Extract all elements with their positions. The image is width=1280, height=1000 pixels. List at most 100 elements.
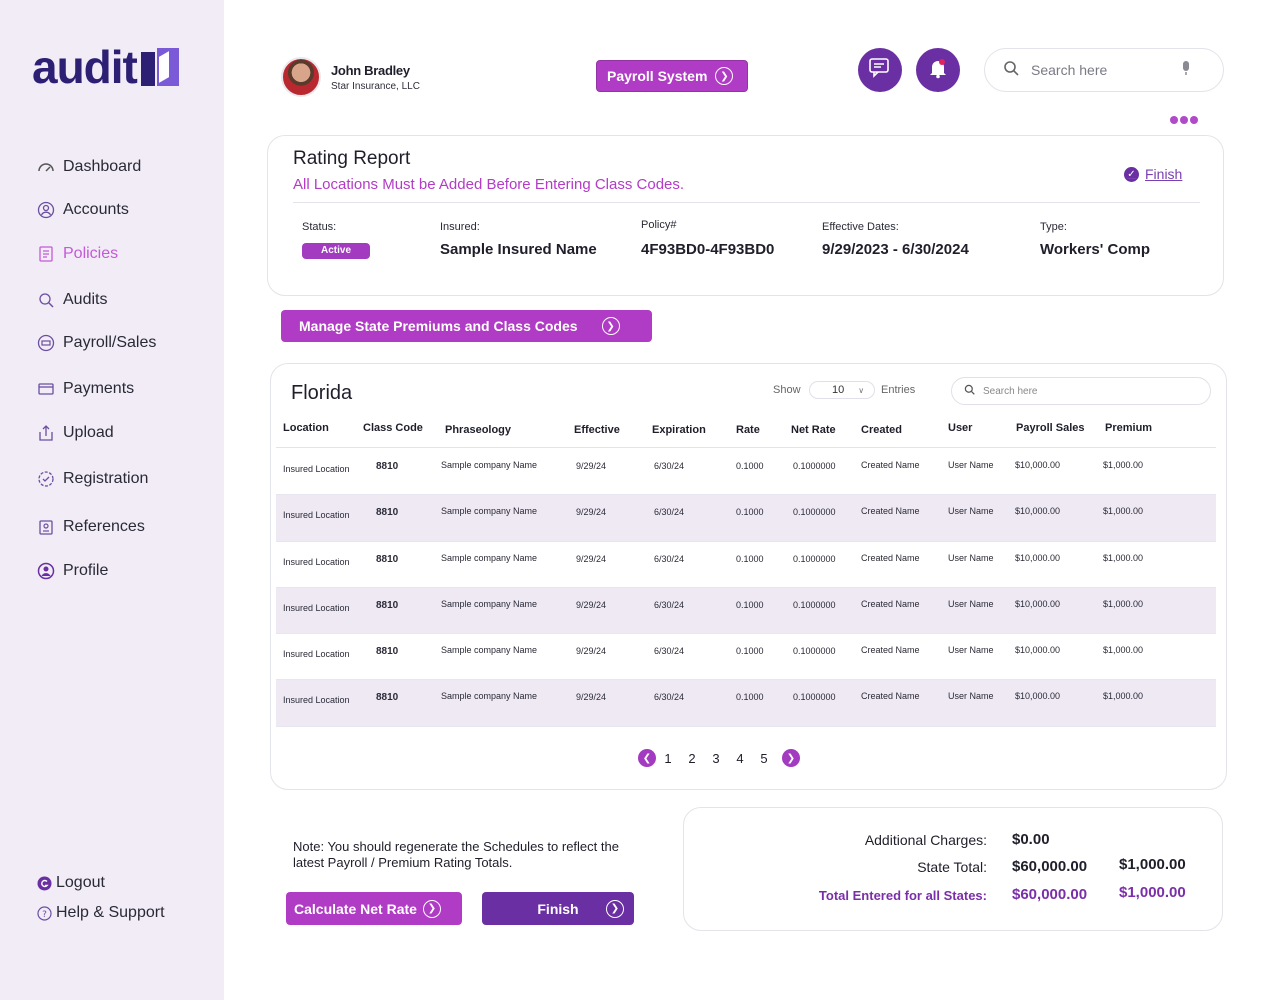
search-input[interactable] bbox=[1031, 62, 1181, 78]
table-cell: Sample company Name bbox=[441, 506, 538, 517]
sidebar-item-label: Policies bbox=[63, 245, 119, 262]
table-cell: $1,000.00 bbox=[1103, 552, 1144, 563]
insured-field: Insured: Sample Insured Name bbox=[440, 221, 597, 258]
entries-select[interactable]: 10 ∨ bbox=[809, 381, 875, 399]
table-cell: 8810 bbox=[376, 599, 399, 611]
user-profile[interactable]: John Bradley Star Insurance, LLC bbox=[281, 57, 420, 97]
table-cell: $1,000.00 bbox=[1103, 460, 1144, 470]
table-cell: 9/29/24 bbox=[576, 692, 607, 703]
table-cell: Insured Location bbox=[283, 556, 350, 567]
sidebar-item-policies[interactable]: Policies bbox=[36, 243, 118, 265]
table-cell: 6/30/24 bbox=[654, 553, 685, 564]
sidebar: audit Dashboard Accounts Policies Audits… bbox=[0, 0, 224, 1000]
column-header[interactable]: Premium bbox=[1105, 422, 1153, 434]
upload-icon bbox=[36, 423, 56, 443]
table-cell: 6/30/24 bbox=[654, 692, 685, 703]
table-row[interactable]: Insured Location 8810 Sample company Name 9… bbox=[276, 587, 1216, 635]
finish-button[interactable]: Finish ❯ bbox=[482, 892, 634, 925]
sidebar-item-accounts[interactable]: Accounts bbox=[36, 199, 129, 221]
table-row[interactable]: Insured Location 8810 Sample company Name 9… bbox=[276, 495, 1216, 542]
state-total-premium: $1,000.00 bbox=[1119, 856, 1186, 873]
table-row[interactable]: Insured Location 8810 Sample company Name 9… bbox=[276, 634, 1216, 681]
table-cell: Insured Location bbox=[283, 464, 350, 474]
table-row[interactable]: Insured Location 8810 Sample company Name 9… bbox=[276, 680, 1216, 727]
finish-link[interactable]: ✓ Finish bbox=[1124, 166, 1182, 182]
insured-label: Insured: bbox=[440, 221, 480, 233]
search-icon bbox=[1003, 60, 1019, 81]
table-row[interactable]: Insured Location 8810 Sample company Name 9… bbox=[276, 542, 1216, 588]
additional-charges-label: Additional Charges: bbox=[864, 832, 987, 848]
sidebar-item-upload[interactable]: Upload bbox=[36, 422, 114, 444]
table-cell: $10,000.00 bbox=[1015, 598, 1061, 609]
policy-label: Policy# bbox=[641, 219, 677, 231]
messages-button[interactable] bbox=[858, 48, 902, 92]
dates-field: Effective Dates: 9/29/2023 - 6/30/2024 bbox=[822, 221, 969, 258]
notifications-button[interactable] bbox=[916, 48, 960, 92]
table-cell: 0.1000 bbox=[736, 553, 764, 564]
sidebar-item-dashboard[interactable]: Dashboard bbox=[36, 156, 141, 178]
page-number[interactable]: 5 bbox=[760, 750, 768, 766]
column-header[interactable]: Class Code bbox=[363, 422, 423, 434]
column-header[interactable]: Location bbox=[283, 422, 329, 434]
page-number[interactable]: 3 bbox=[712, 750, 720, 766]
table-search[interactable] bbox=[951, 377, 1211, 405]
search-icon bbox=[964, 382, 975, 400]
table-cell: User Name bbox=[948, 552, 994, 563]
table-cell: $1,000.00 bbox=[1103, 506, 1144, 517]
page-number[interactable]: 2 bbox=[688, 750, 696, 766]
table-search-input[interactable] bbox=[983, 385, 1183, 397]
sidebar-item-audits[interactable]: Audits bbox=[36, 289, 107, 311]
microphone-icon[interactable] bbox=[1181, 60, 1191, 81]
chevron-right-icon: ❯ bbox=[715, 67, 734, 85]
sidebar-item-profile[interactable]: Profile bbox=[36, 560, 108, 582]
table-cell: 9/29/24 bbox=[576, 553, 607, 564]
table-cell: 6/30/24 bbox=[654, 461, 685, 471]
sidebar-item-label: References bbox=[63, 518, 145, 535]
state-title: Florida bbox=[291, 382, 353, 404]
column-header[interactable]: Phraseology bbox=[445, 424, 512, 436]
column-header[interactable]: Expiration bbox=[652, 424, 706, 436]
help-support-button[interactable]: ? Help & Support bbox=[36, 902, 165, 924]
table-cell: 0.1000000 bbox=[793, 599, 836, 610]
chevron-right-icon[interactable]: ❯ bbox=[782, 749, 800, 767]
calculate-net-rate-button[interactable]: Calculate Net Rate ❯ bbox=[286, 892, 462, 925]
page-number[interactable]: 4 bbox=[736, 750, 744, 766]
column-header[interactable]: User bbox=[948, 422, 973, 434]
state-table-card: Florida Show 10 ∨ Entries Location Class… bbox=[270, 363, 1227, 790]
table-cell: User Name bbox=[948, 691, 994, 702]
table-cell: Created Name bbox=[861, 645, 920, 656]
table-cell: $10,000.00 bbox=[1015, 552, 1061, 563]
table-cell: 8810 bbox=[376, 461, 399, 472]
table-cell: 9/29/24 bbox=[576, 461, 607, 471]
table-cell: Sample company Name bbox=[441, 691, 538, 702]
all-states-premium: $1,000.00 bbox=[1119, 884, 1186, 901]
search-document-icon bbox=[36, 290, 56, 310]
chevron-left-icon[interactable]: ❮ bbox=[638, 749, 656, 767]
more-options-icon[interactable] bbox=[1170, 116, 1198, 124]
column-header[interactable]: Rate bbox=[736, 424, 760, 436]
entries-select-value: 10 bbox=[832, 384, 845, 396]
calculate-label: Calculate Net Rate bbox=[294, 900, 417, 917]
sidebar-item-references[interactable]: References bbox=[36, 516, 145, 538]
check-circle-icon: ✓ bbox=[1124, 166, 1139, 182]
table-cell: 6/30/24 bbox=[654, 507, 685, 518]
payroll-system-button[interactable]: Payroll System ❯ bbox=[596, 60, 748, 92]
user-name: John Bradley bbox=[331, 62, 410, 78]
column-header[interactable]: Effective bbox=[574, 424, 620, 436]
table-cell: $1,000.00 bbox=[1103, 598, 1144, 609]
column-header[interactable]: Created bbox=[861, 424, 902, 436]
global-search[interactable] bbox=[984, 48, 1224, 92]
table-row[interactable]: Insured Location 8810 Sample company Name 9… bbox=[276, 449, 1216, 496]
sidebar-item-payments[interactable]: Payments bbox=[36, 378, 134, 400]
sidebar-item-registration[interactable]: Registration bbox=[36, 468, 148, 490]
help-icon: ? bbox=[36, 903, 52, 923]
manage-state-premiums-button[interactable]: Manage State Premiums and Class Codes ❯ bbox=[281, 310, 652, 342]
sidebar-item-label: Payments bbox=[63, 380, 135, 397]
logo[interactable]: audit bbox=[32, 44, 179, 90]
page-number[interactable]: 1 bbox=[664, 750, 672, 766]
logout-button[interactable]: Logout bbox=[36, 872, 105, 894]
sidebar-item-payroll-sales[interactable]: Payroll/Sales bbox=[36, 332, 156, 354]
column-header[interactable]: Payroll Sales bbox=[1016, 422, 1085, 434]
table-cell: $10,000.00 bbox=[1015, 691, 1061, 702]
column-header[interactable]: Net Rate bbox=[791, 424, 836, 436]
